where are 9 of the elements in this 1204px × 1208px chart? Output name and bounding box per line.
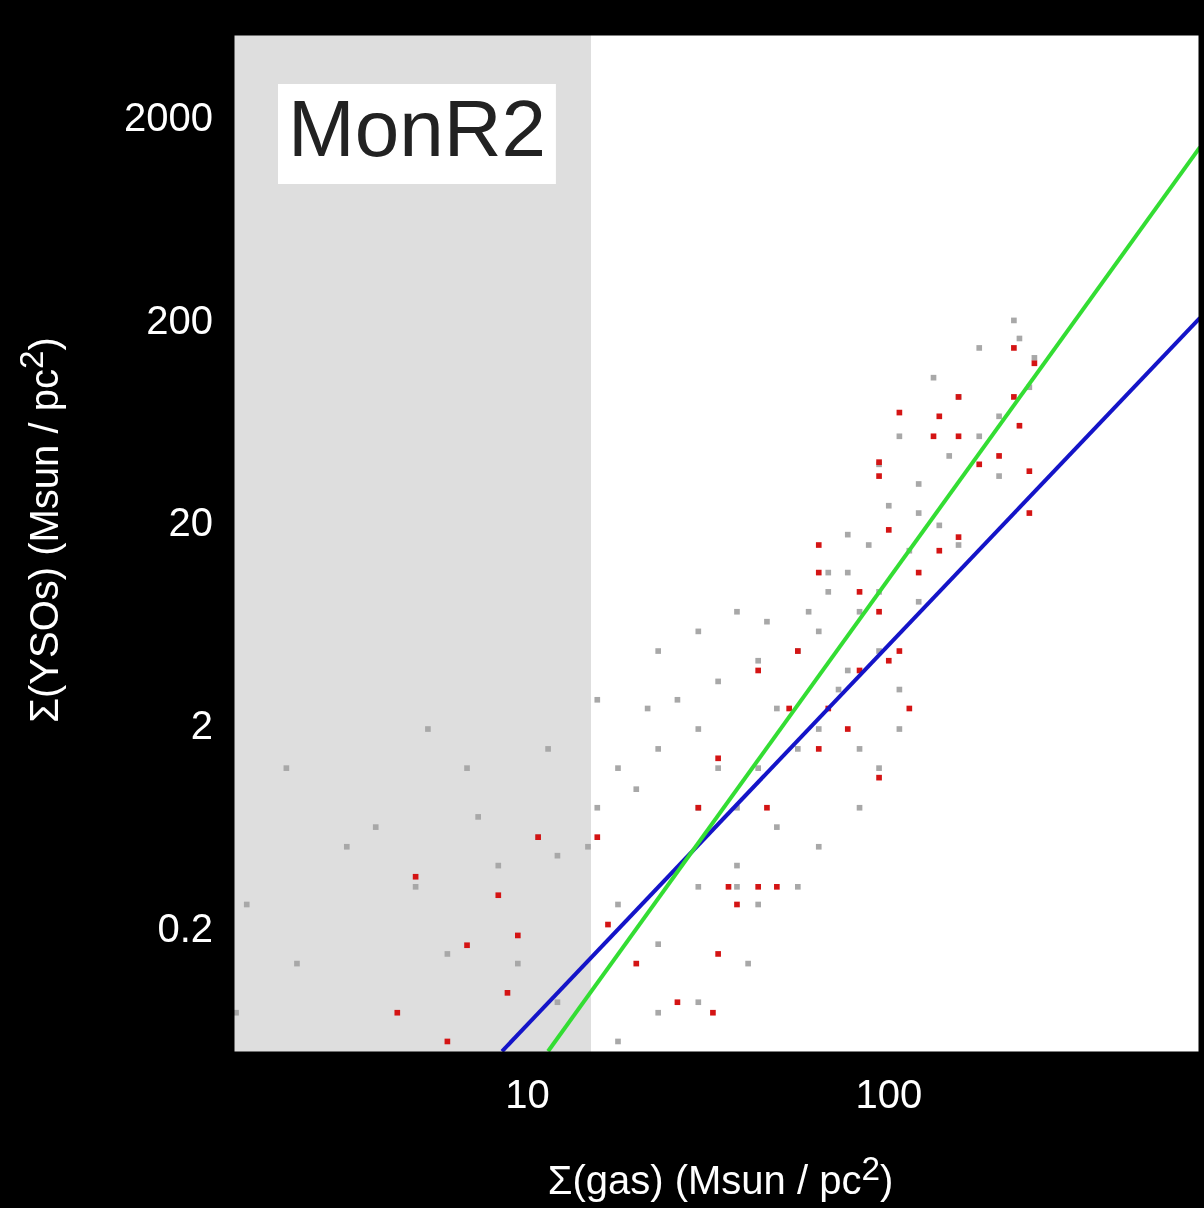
x-axis-title: Σ(gas) (Msun / pc$^{2}$)	[546, 1150, 895, 1204]
annotation: MonR2	[288, 84, 546, 174]
y-tick-label: 2000	[124, 94, 213, 139]
y-tick-label: 2	[190, 703, 213, 748]
y-tick-label: 0.2	[157, 905, 213, 950]
y-tick-label: 20	[168, 500, 213, 545]
x-tick-label: 10	[505, 1072, 550, 1117]
y-tick-label: 200	[146, 297, 213, 342]
x-tick-label: 100	[855, 1072, 923, 1117]
